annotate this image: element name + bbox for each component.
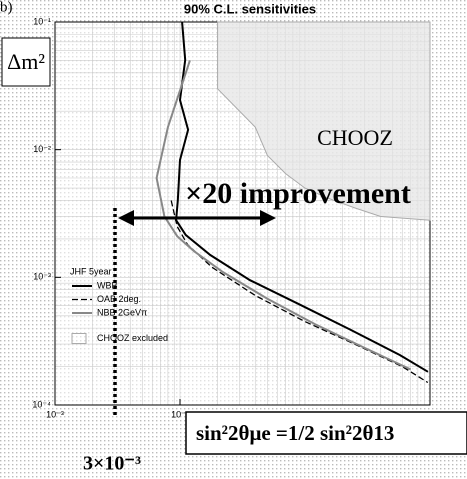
legend-label: WBB [97, 280, 118, 290]
line [175, 21, 429, 373]
legend: JHF 5year WBB OAB 2deg. NBB 2GeVπ CHOOZ exc… [70, 266, 168, 344]
annotation-x-ref: 3×10⁻³ [83, 453, 141, 475]
line [155, 60, 412, 371]
arrow-head [260, 210, 276, 226]
y-tick-label: 10⁻³ [33, 272, 51, 282]
chart-title: 90% C.L. sensitivities [184, 1, 316, 16]
legend-label: NBB 2GeVπ [97, 307, 147, 317]
legend-label: OAB 2deg. [97, 294, 141, 304]
plot-area: 10⁻³ 10⁻²10⁻¹10⁻²10⁻³10⁻⁴ [32, 16, 431, 419]
region [217, 21, 431, 221]
y-label-box [1, 37, 51, 87]
x-tick-label: 10⁻³ [46, 409, 64, 419]
y-tick-label: 10⁻² [33, 144, 51, 154]
y-axis-label: Δm² [7, 49, 45, 74]
panel-label: b) [0, 0, 13, 15]
y-tick-label: 10⁻¹ [33, 16, 51, 26]
y-tick-label: 10⁻⁴ [32, 399, 51, 409]
legend-swatch [71, 333, 87, 344]
arrow-head [118, 210, 134, 226]
annotation-improvement: ×20 improvement [185, 177, 411, 210]
x-tick-label: 10⁻² [171, 409, 189, 419]
legend-label: CHOOZ excluded [97, 333, 168, 343]
x-axis-label: sin²2θμe =1/2 sin²2θ13 [196, 421, 394, 445]
x-label-box [185, 411, 467, 455]
annotation-chooz: CHOOZ [317, 125, 393, 150]
legend-title: JHF 5year [70, 266, 112, 276]
